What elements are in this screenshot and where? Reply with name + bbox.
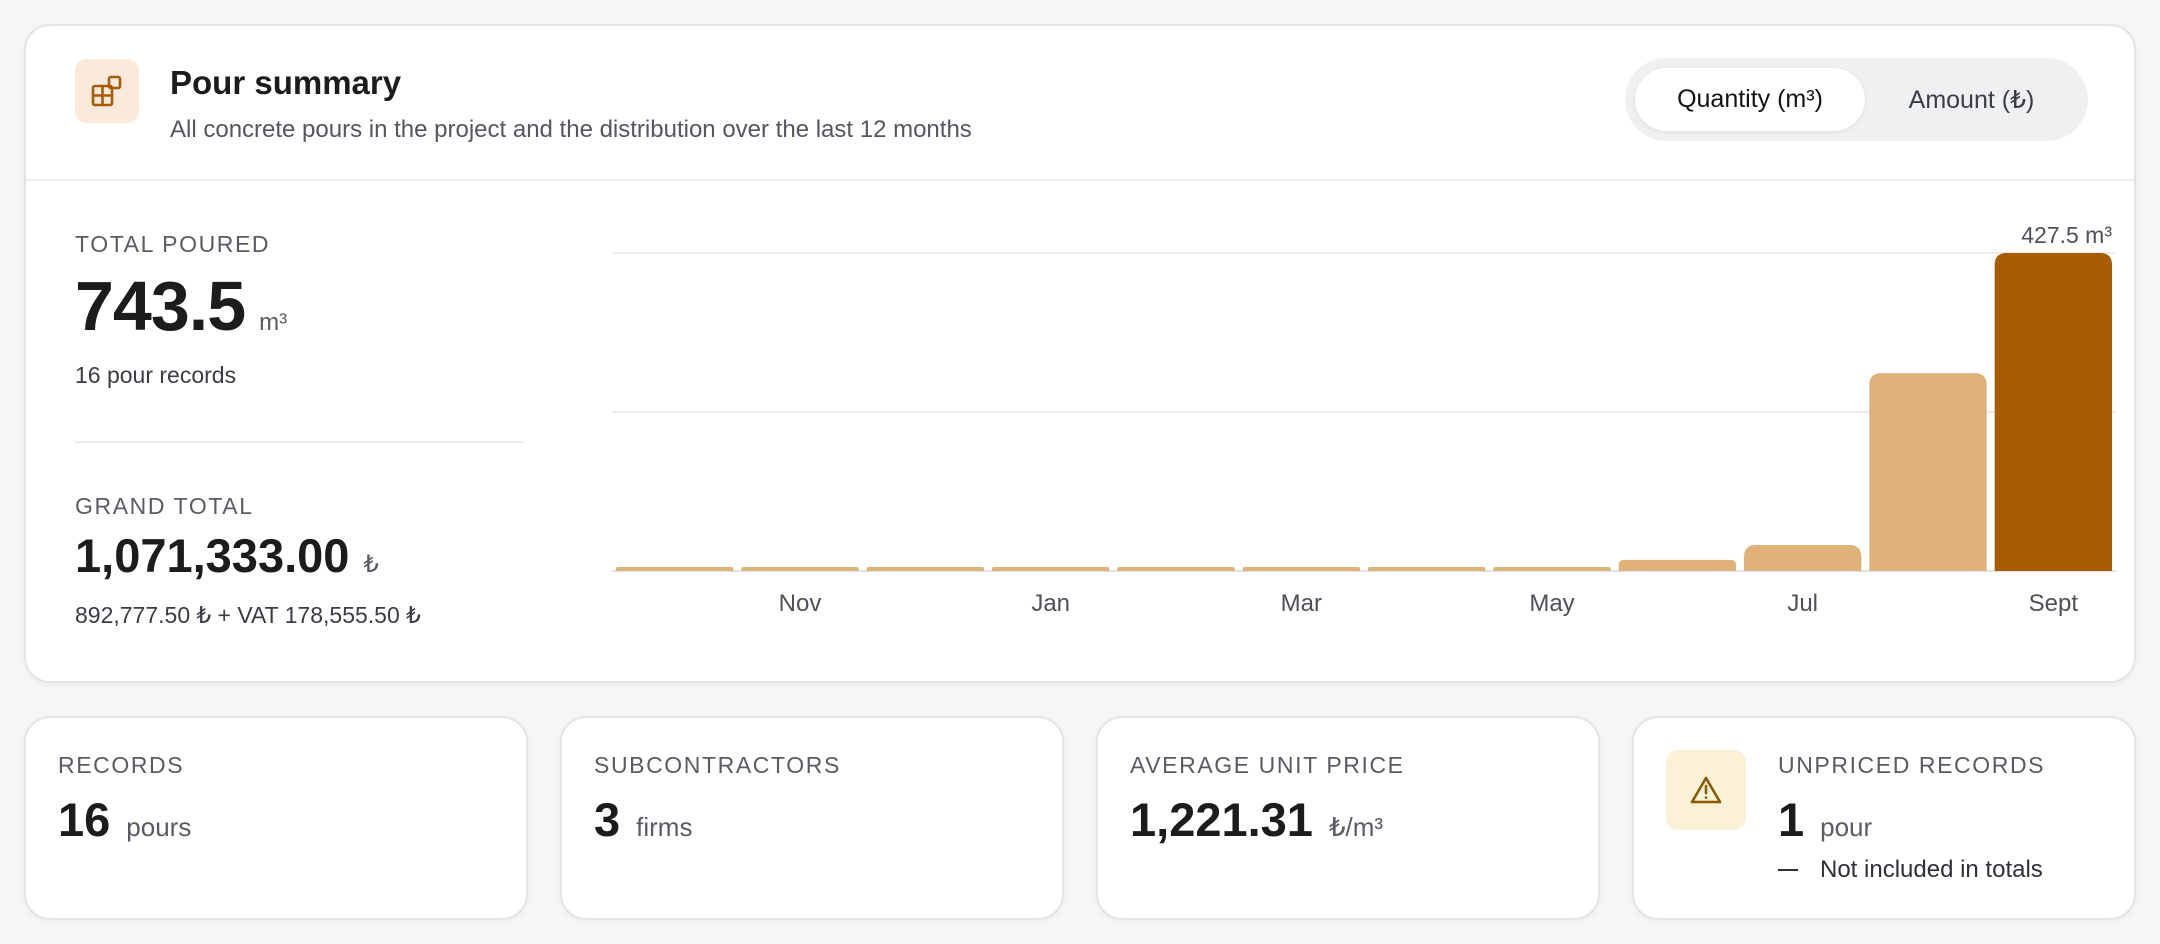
unpriced-records-card: UNPRICED RECORDS 1 pour Not included in … xyxy=(1632,716,2136,920)
monthly-pour-chart: Nov Jan Mar May Jul Sept 427.5 m³ xyxy=(612,222,2116,617)
x-tick-jul: Jul xyxy=(1787,590,1818,617)
x-tick-jan: Jan xyxy=(1031,590,1070,617)
bar-feb xyxy=(1117,567,1235,571)
subcontractors-stat: 3 firms xyxy=(594,792,692,847)
bar-jan xyxy=(992,567,1110,571)
average-unit-price-unit: ₺/m³ xyxy=(1328,812,1384,842)
total-poured-label: TOTAL POURED xyxy=(75,231,271,257)
bar-mar xyxy=(1242,567,1360,571)
bar-jul xyxy=(1744,544,1862,571)
grand-total-breakdown: 892,777.50 ₺ + VAT 178,555.50 ₺ xyxy=(75,602,421,628)
records-note: 16 pour records xyxy=(75,362,237,388)
total-poured: 743.5 m³ xyxy=(75,266,287,346)
grand-total-value: 1,071,333.00 xyxy=(75,529,350,582)
unpriced-records-unit: pour xyxy=(1820,812,1873,842)
grand-total-label: GRAND TOTAL xyxy=(75,493,254,519)
x-tick-sept: Sept xyxy=(2029,590,2079,617)
blocks-icon xyxy=(75,59,139,123)
records-value: 16 xyxy=(58,793,111,846)
unpriced-records-stat: 1 pour xyxy=(1778,792,1872,847)
dash-icon xyxy=(1778,869,1798,871)
left-divider xyxy=(75,441,524,443)
subcontractors-label: SUBCONTRACTORS xyxy=(594,752,841,778)
average-unit-price-value: 1,221.31 xyxy=(1130,793,1313,846)
average-unit-price-card: AVERAGE UNIT PRICE 1,221.31 ₺/m³ xyxy=(1096,716,1600,920)
records-stat: 16 pours xyxy=(58,792,191,847)
max-value-label: 427.5 m³ xyxy=(2021,222,2112,248)
bar-dec xyxy=(866,567,984,571)
unpriced-records-note-text: Not included in totals xyxy=(1820,856,2043,883)
subcontractors-unit: firms xyxy=(636,812,693,842)
average-unit-price-stat: 1,221.31 ₺/m³ xyxy=(1130,792,1383,847)
toggle-quantity-button[interactable]: Quantity (m³) xyxy=(1635,68,1865,131)
total-poured-unit: m³ xyxy=(259,309,288,336)
grand-total-unit: ₺ xyxy=(363,551,379,578)
grand-total: 1,071,333.00 ₺ xyxy=(75,528,379,583)
page-subtitle: All concrete pours in the project and th… xyxy=(170,116,972,143)
toggle-amount-button[interactable]: Amount (₺) xyxy=(1908,85,2035,114)
bar-nov xyxy=(741,567,859,571)
x-tick-nov: Nov xyxy=(779,590,822,617)
records-unit: pours xyxy=(126,812,192,842)
bar-sept xyxy=(1994,253,2112,571)
x-tick-mar: Mar xyxy=(1281,590,1322,617)
pour-summary-card: Pour summary All concrete pours in the p… xyxy=(24,24,2136,683)
bar-may xyxy=(1493,567,1611,571)
bar-apr xyxy=(1368,567,1486,571)
total-poured-value: 743.5 xyxy=(75,267,246,345)
bar-oct xyxy=(616,567,734,571)
subcontractors-value: 3 xyxy=(594,793,621,846)
bar-aug xyxy=(1869,373,1987,571)
x-tick-may: May xyxy=(1529,590,1574,617)
average-unit-price-label: AVERAGE UNIT PRICE xyxy=(1130,752,1405,778)
records-card: RECORDS 16 pours xyxy=(24,716,528,920)
header-divider xyxy=(26,179,2134,181)
unpriced-records-value: 1 xyxy=(1778,793,1805,846)
records-label: RECORDS xyxy=(58,752,185,778)
subcontractors-card: SUBCONTRACTORS 3 firms xyxy=(560,716,1064,920)
page-title: Pour summary xyxy=(170,64,402,101)
unpriced-records-note: Not included in totals xyxy=(1778,856,2043,884)
metric-toggle: Quantity (m³) Amount (₺) xyxy=(1625,58,2088,141)
unpriced-records-label: UNPRICED RECORDS xyxy=(1778,752,2046,778)
warning-icon xyxy=(1666,750,1746,830)
bar-jun xyxy=(1618,559,1736,571)
